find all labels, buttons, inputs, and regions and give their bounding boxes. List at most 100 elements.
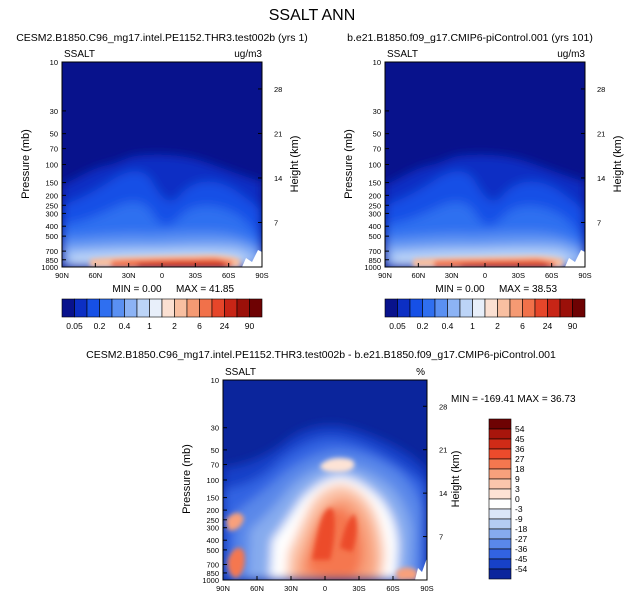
panel-2-x-tick-label: 90N [378,271,392,280]
panel-1-x-tick-label: 30S [189,271,202,280]
panel-3-x-tick-label: 90N [216,584,230,593]
colorbar-2-label: 0.2 [417,321,429,331]
colorbar-3-label: 9 [515,474,520,484]
panel-2-y-tick-label: 200 [368,191,381,200]
colorbar-3-swatch [488,468,512,480]
colorbar-3-label: 18 [515,464,525,474]
panel-2-y-tick-label: 150 [368,179,381,188]
panel-2-y-tick-label: 250 [368,201,381,210]
colorbar-1-swatch [149,298,163,318]
panel-2-min-label: MIN = 0.00 [435,284,485,295]
panel-1-field [62,62,262,267]
colorbar-3-label: -36 [515,544,528,554]
panel-2-y-axis-label: Pressure (mb) [343,129,355,199]
colorbar-3-swatch [488,448,512,460]
panel-3-y-tick-label: 150 [206,494,219,503]
colorbar-3-swatch [488,528,512,540]
colorbar-3-label: -9 [515,514,523,524]
colorbar-2-swatch [409,298,423,318]
colorbar-2-swatch [534,298,548,318]
panel-1-y-tick-label: 500 [45,232,58,241]
panel-2-x-tick-label: 90S [578,271,591,280]
panel-1-y-tick-label: 700 [45,247,58,256]
panel-1-x-tick-label: 90S [255,271,268,280]
colorbar-2-swatch [434,298,448,318]
panel-3-variable-label: SSALT [225,367,256,378]
panel-1: CESM2.B1850.C96_mg17.intel.PE1152.THR3.t… [16,32,308,331]
panel-1-y-tick-label: 30 [50,107,58,116]
panel-1-y-tick-label: 1000 [41,263,58,272]
panel-3-y-tick-label: 400 [206,536,219,545]
colorbar-2-swatch [422,298,436,318]
panel-3-x-tick-label: 60N [250,584,264,593]
colorbar-1-label: 0.4 [119,321,131,331]
colorbar-1-swatch [186,298,200,318]
colorbar-1-label: 0.05 [66,321,83,331]
panel-3-x-tick-label: 0 [323,584,327,593]
colorbar-2-swatch [547,298,561,318]
colorbar-1-label: 6 [197,321,202,331]
panel-2-y2-tick-label: 28 [597,85,605,94]
panel-2-field [385,62,585,267]
panel-1-x-tick-label: 0 [160,271,164,280]
panel-1-x-tick-label: 60S [222,271,235,280]
panel-2-y-tick-label: 30 [373,107,381,116]
colorbar-1-label: 1 [147,321,152,331]
panel-3-y-axis-label: Pressure (mb) [181,444,193,514]
panel-1-y-tick-label: 150 [45,179,58,188]
colorbar-2-label: 24 [543,321,553,331]
panel-1-y2-tick-label: 7 [274,218,278,227]
colorbar-2-swatch [572,298,586,318]
panel-2-y-tick-label: 70 [373,145,381,154]
panel-2-y2-axis-label: Height (km) [612,136,624,193]
panel-3-y-tick-label: 200 [206,506,219,515]
colorbar-3-label: -18 [515,524,528,534]
colorbar-3-swatch [488,508,512,520]
panel-2-variable-label: SSALT [387,49,418,60]
panel-3-y2-tick-label: 21 [439,446,447,455]
colorbar-2-label: 2 [495,321,500,331]
panel-2-y-tick-label: 50 [373,130,381,139]
panel-3: CESM2.B1850.C96_mg17.intel.PE1152.THR3.t… [86,349,576,593]
panel-3-y-tick-label: 100 [206,476,219,485]
panel-2-y2-tick-label: 21 [597,129,605,138]
panel-3-y2-tick-label: 7 [439,533,443,542]
panel-2-x-tick-label: 30S [512,271,525,280]
colorbar-3-swatch [488,488,512,500]
colorbar-3-label: -54 [515,564,528,574]
colorbar-3-swatch [488,418,512,430]
colorbar-3-swatch [488,458,512,470]
panel-1-y-tick-label: 70 [50,145,58,154]
colorbar-1-swatch [236,298,250,318]
panel-3-y-tick-label: 70 [211,461,219,470]
colorbar-2-label: 90 [568,321,578,331]
panel-3-field [223,380,427,580]
panel-1-y-tick-label: 300 [45,209,58,218]
colorbar-2-label: 0.4 [442,321,454,331]
colorbar-3-swatch [488,498,512,510]
colorbar-1-swatch [224,298,238,318]
panel-2-y-tick-label: 500 [368,232,381,241]
panel-3-y-tick-label: 30 [211,424,219,433]
panel-2-x-tick-label: 60N [411,271,425,280]
panel-2-y-tick-label: 300 [368,209,381,218]
colorbar-2-swatch [459,298,473,318]
panel-1-y-tick-label: 250 [45,201,58,210]
panel-2-x-tick-label: 30N [445,271,459,280]
colorbar-3-swatch [488,558,512,570]
panel-3-y-tick-label: 700 [206,561,219,570]
panel-1-y-tick-label: 50 [50,130,58,139]
panel-3-stats-label: MIN = -169.41 MAX = 36.73 [451,394,576,405]
colorbar-3-swatch [488,568,512,580]
panel-2-x-tick-label: 60S [545,271,558,280]
panel-2-y-tick-label: 400 [368,222,381,231]
colorbar-3-swatch [488,438,512,450]
colorbar-1-swatch [61,298,75,318]
panel-2-x-tick-label: 0 [483,271,487,280]
panel-3-y-tick-label: 1000 [202,576,219,585]
panel-1-y-axis-label: Pressure (mb) [20,129,32,199]
colorbar-2-swatch [397,298,411,318]
colorbar-1-label: 90 [245,321,255,331]
panel-3-y-tick-label: 10 [211,376,219,385]
colorbar-2-label: 0.05 [389,321,406,331]
